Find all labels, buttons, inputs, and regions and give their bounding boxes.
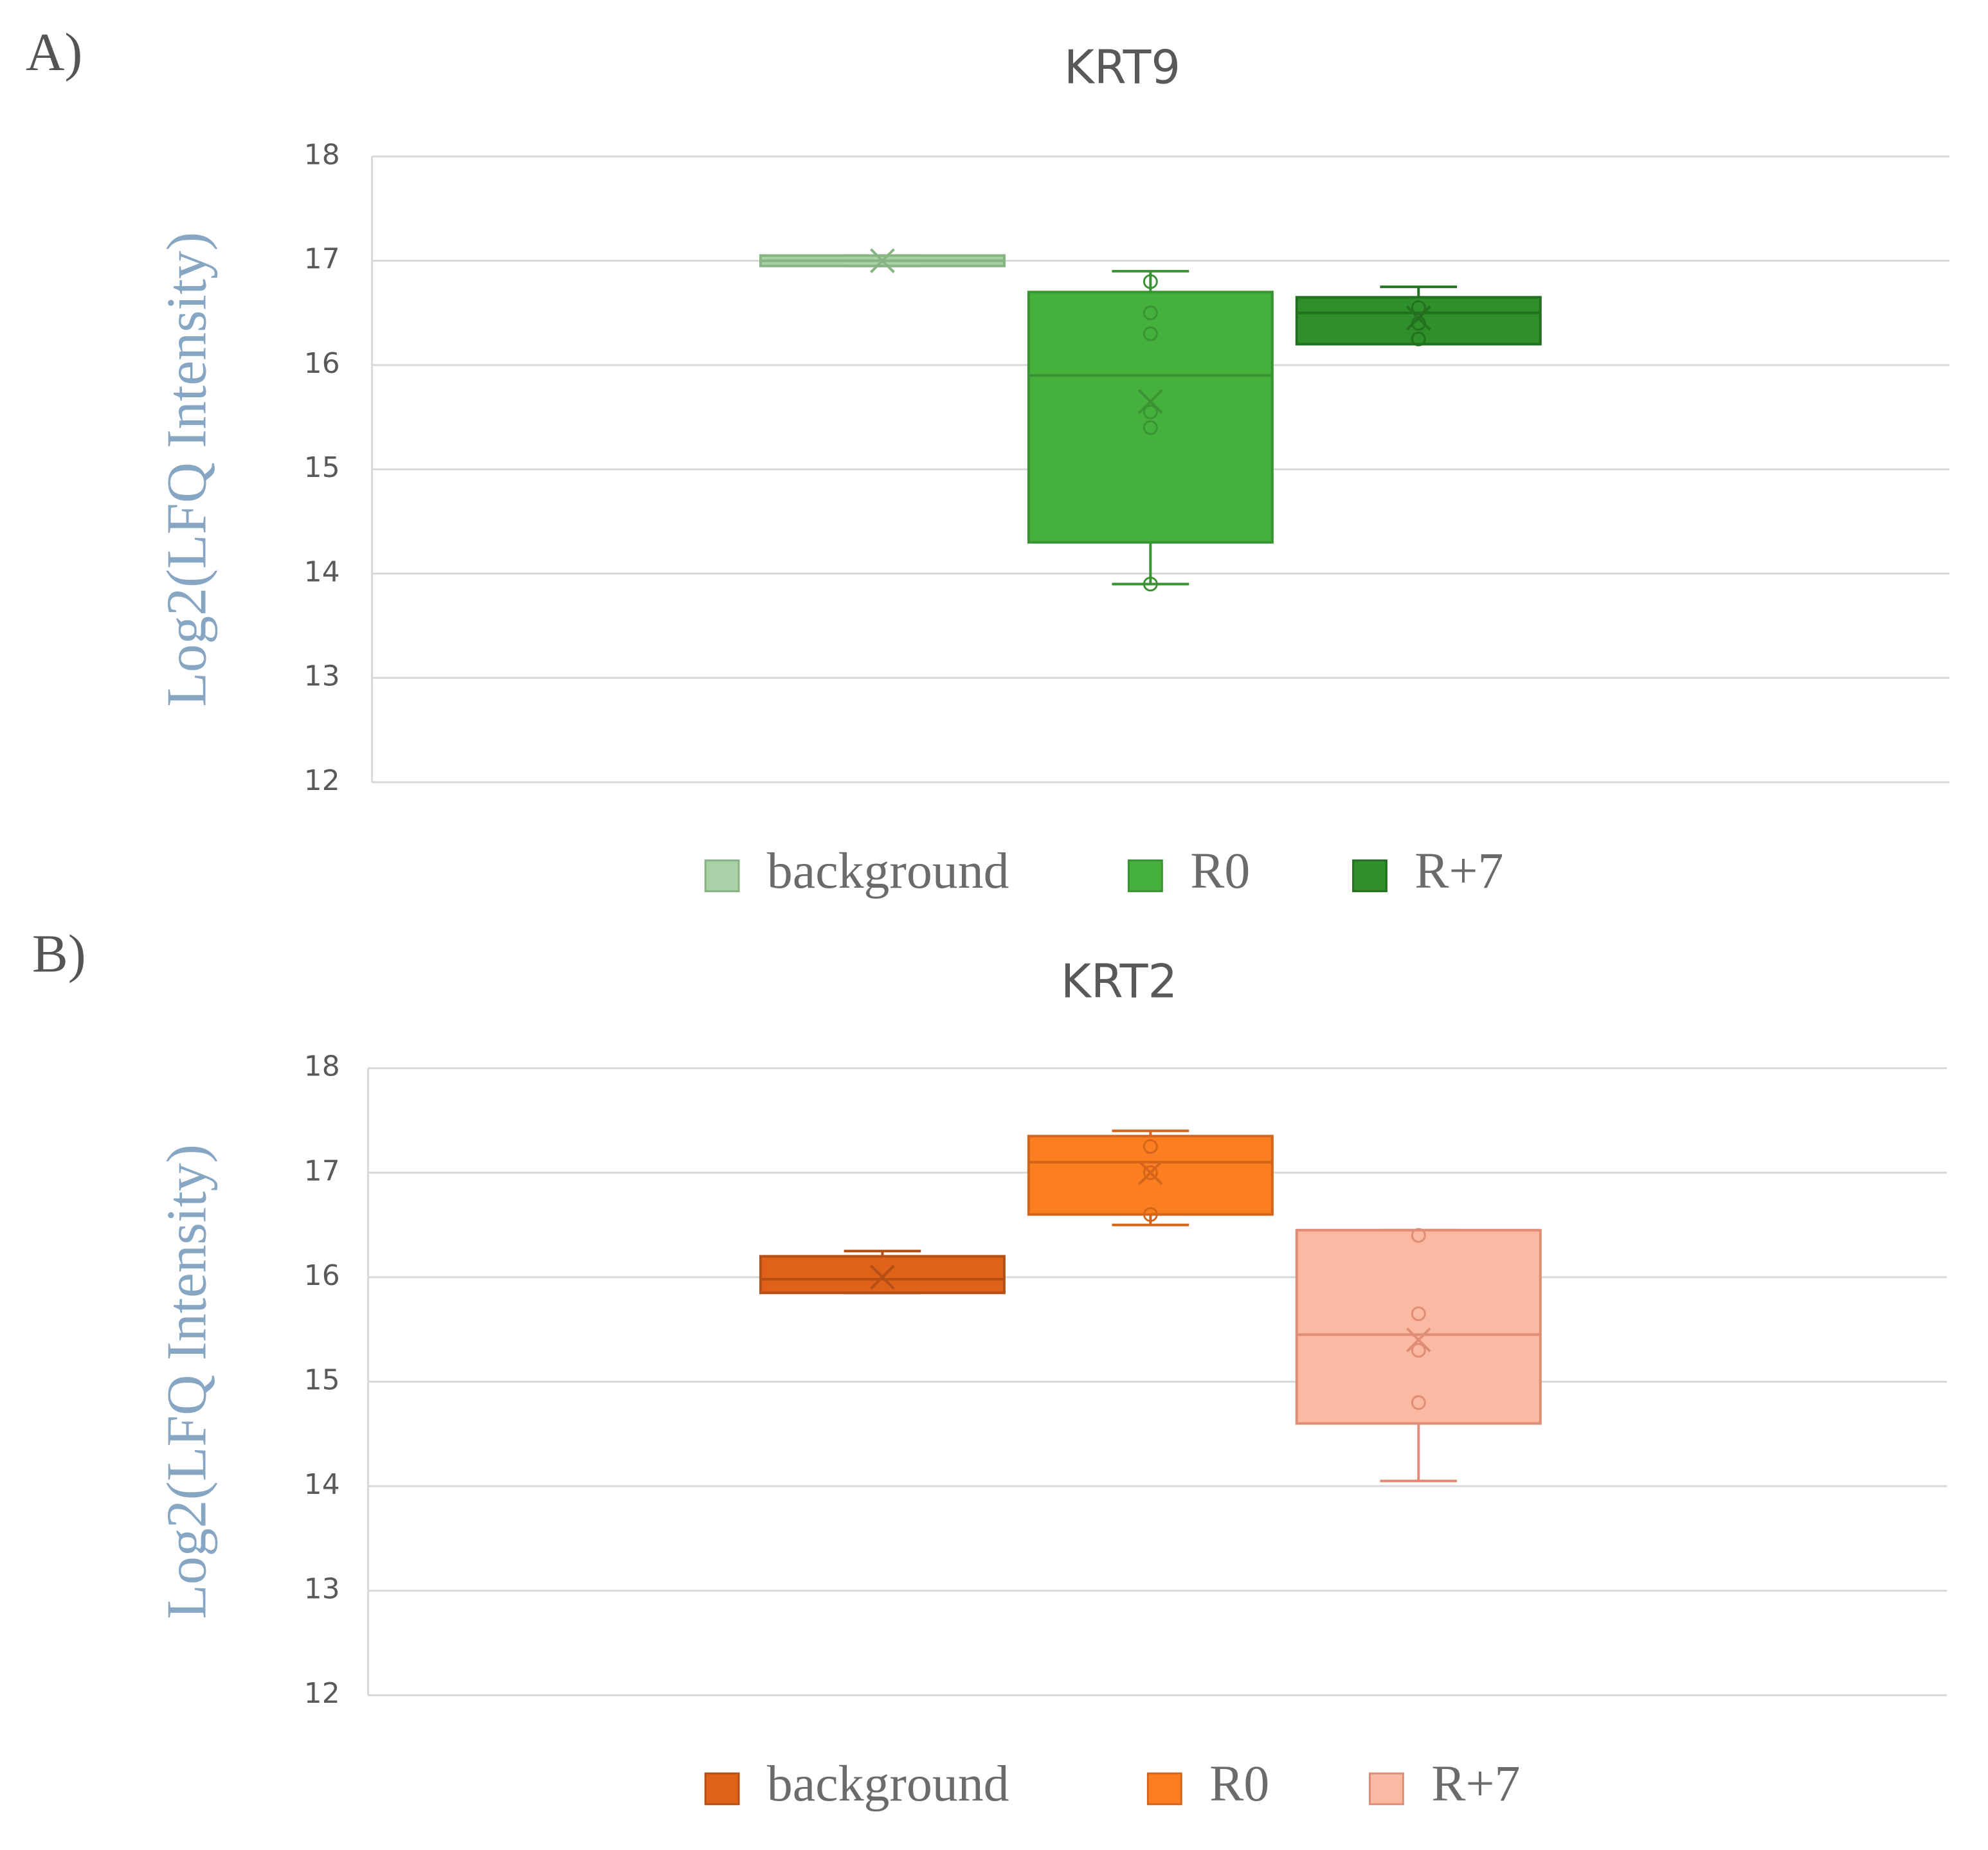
y-tick-label: 14 — [304, 555, 340, 588]
data-point — [1411, 1395, 1426, 1410]
panel-label: B) — [32, 924, 86, 983]
legend-swatch — [1368, 1772, 1404, 1806]
legend-label: background — [767, 843, 1009, 899]
data-point — [1411, 331, 1426, 346]
legend-label: R0 — [1190, 843, 1250, 899]
box — [759, 1255, 1006, 1295]
y-tick-label: 16 — [304, 347, 340, 380]
box-group — [1027, 269, 1274, 592]
mean-marker — [870, 1264, 895, 1290]
legend-swatch — [704, 1772, 740, 1806]
y-tick-label: 18 — [304, 138, 340, 171]
data-point — [1411, 1343, 1426, 1358]
y-tick-label: 14 — [304, 1468, 340, 1501]
y-tick-label: 15 — [304, 451, 340, 484]
box — [1027, 291, 1274, 544]
data-point — [1411, 300, 1426, 316]
box-group — [1295, 285, 1542, 346]
chart-title: KRT9 — [1064, 40, 1180, 94]
y-tick-label: 12 — [304, 764, 340, 797]
y-tick-label: 13 — [304, 1573, 340, 1606]
data-point — [1143, 404, 1158, 420]
y-axis-label: Log2(LFQ Intensity) — [155, 232, 217, 707]
legend-label: R0 — [1209, 1756, 1269, 1812]
box-group — [759, 248, 1006, 274]
data-point — [1143, 305, 1158, 321]
y-tick-label: 12 — [304, 1677, 340, 1710]
mean-marker — [1138, 1160, 1163, 1185]
legend-label: background — [767, 1756, 1009, 1812]
y-tick-label: 17 — [304, 243, 340, 276]
y-tick-label: 18 — [304, 1050, 340, 1083]
data-point — [1143, 274, 1158, 289]
y-tick-label: 17 — [304, 1154, 340, 1187]
legend-swatch — [704, 859, 740, 892]
box-group — [1027, 1129, 1274, 1226]
legend-label: R+7 — [1431, 1756, 1520, 1812]
legend-swatch — [1127, 859, 1163, 892]
data-point — [1143, 420, 1158, 435]
box — [1295, 296, 1542, 346]
data-point — [1411, 1306, 1426, 1322]
panel-label: A) — [26, 22, 82, 82]
y-tick-label: 15 — [304, 1363, 340, 1396]
data-point — [1143, 1207, 1158, 1222]
legend-swatch — [1146, 1772, 1182, 1806]
data-point — [1143, 326, 1158, 341]
legend-label: R+7 — [1414, 843, 1503, 899]
data-point — [1143, 1139, 1158, 1154]
y-tick-label: 13 — [304, 660, 340, 693]
data-point — [1143, 1165, 1158, 1180]
y-axis-label: Log2(LFQ Intensity) — [155, 1144, 217, 1619]
box — [1027, 1135, 1274, 1216]
box-group — [759, 1250, 1006, 1295]
mean-marker — [870, 248, 895, 274]
box — [1295, 1228, 1542, 1425]
legend-swatch — [1352, 859, 1387, 892]
chart-title: KRT2 — [1061, 955, 1177, 1009]
box-group — [1295, 1228, 1542, 1482]
mean-marker — [1138, 389, 1163, 415]
data-point — [1143, 577, 1158, 592]
mean-marker — [1405, 1327, 1431, 1352]
mean-marker — [1405, 305, 1431, 331]
y-tick-label: 16 — [304, 1259, 340, 1292]
data-point — [1411, 1228, 1426, 1243]
